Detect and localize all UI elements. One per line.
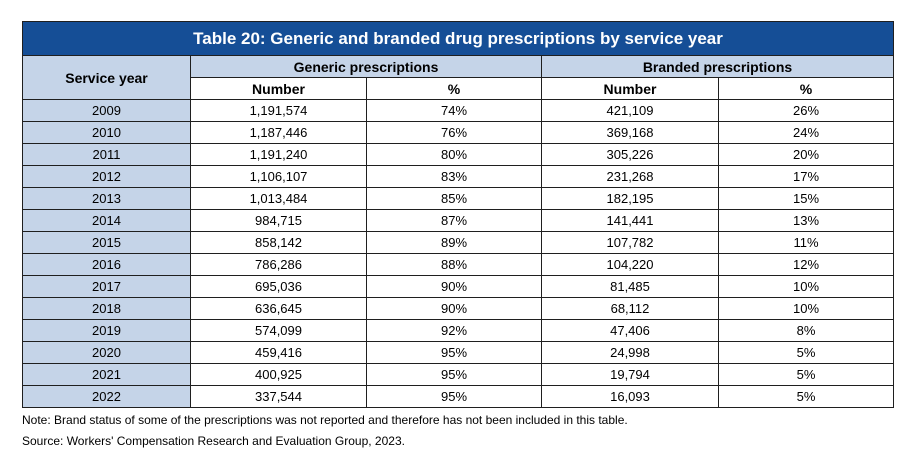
cell-generic-number: 1,191,574	[190, 99, 367, 122]
cell-generic-percent: 92%	[366, 319, 542, 342]
cell-service-year: 2016	[22, 253, 191, 276]
cell-service-year: 2021	[22, 363, 191, 386]
cell-branded-percent: 5%	[717, 363, 895, 386]
header-generic-number: Number	[190, 77, 367, 100]
cell-generic-number: 574,099	[190, 319, 367, 342]
cell-branded-percent: 15%	[717, 187, 895, 210]
cell-generic-percent: 90%	[366, 297, 542, 320]
table-row: 2020 459,416 95% 24,998 5%	[22, 341, 895, 364]
table-row: 2021 400,925 95% 19,794 5%	[22, 363, 895, 386]
cell-branded-percent: 5%	[717, 341, 895, 364]
cell-generic-percent: 89%	[366, 231, 542, 254]
cell-branded-percent: 26%	[717, 99, 895, 122]
cell-branded-percent: 10%	[717, 275, 895, 298]
cell-service-year: 2012	[22, 165, 191, 188]
cell-generic-percent: 85%	[366, 187, 542, 210]
cell-branded-number: 81,485	[541, 275, 719, 298]
header-generic-percent: %	[366, 77, 542, 100]
cell-generic-percent: 76%	[366, 121, 542, 144]
cell-branded-number: 107,782	[541, 231, 719, 254]
table-row: 2017 695,036 90% 81,485 10%	[22, 275, 895, 298]
table-row: 2010 1,187,446 76% 369,168 24%	[22, 121, 895, 144]
cell-branded-number: 182,195	[541, 187, 719, 210]
cell-branded-number: 19,794	[541, 363, 719, 386]
cell-branded-percent: 24%	[717, 121, 895, 144]
cell-generic-percent: 83%	[366, 165, 542, 188]
cell-generic-number: 1,187,446	[190, 121, 367, 144]
table-row: 2014 984,715 87% 141,441 13%	[22, 209, 895, 232]
cell-branded-percent: 5%	[717, 385, 895, 408]
cell-branded-number: 231,268	[541, 165, 719, 188]
cell-generic-number: 984,715	[190, 209, 367, 232]
cell-service-year: 2015	[22, 231, 191, 254]
cell-branded-number: 141,441	[541, 209, 719, 232]
cell-generic-percent: 74%	[366, 99, 542, 122]
cell-branded-number: 47,406	[541, 319, 719, 342]
cell-generic-percent: 87%	[366, 209, 542, 232]
header-branded-percent: %	[717, 77, 895, 100]
table-source: Source: Workers' Compensation Research a…	[22, 434, 405, 448]
cell-service-year: 2009	[22, 99, 191, 122]
cell-branded-percent: 17%	[717, 165, 895, 188]
cell-generic-number: 1,013,484	[190, 187, 367, 210]
cell-service-year: 2019	[22, 319, 191, 342]
cell-service-year: 2010	[22, 121, 191, 144]
table-note: Note: Brand status of some of the prescr…	[22, 413, 628, 427]
cell-generic-percent: 95%	[366, 363, 542, 386]
cell-generic-percent: 95%	[366, 341, 542, 364]
table-title: Table 20: Generic and branded drug presc…	[21, 21, 895, 56]
cell-branded-percent: 13%	[717, 209, 895, 232]
cell-branded-percent: 8%	[717, 319, 895, 342]
cell-generic-number: 459,416	[190, 341, 367, 364]
cell-branded-number: 421,109	[541, 99, 719, 122]
header-branded: Branded prescriptions	[540, 55, 895, 78]
cell-generic-number: 786,286	[190, 253, 367, 276]
table-row: 2022 337,544 95% 16,093 5%	[22, 385, 895, 408]
header-service-year: Service year	[22, 55, 191, 100]
cell-generic-number: 695,036	[190, 275, 367, 298]
cell-service-year: 2017	[22, 275, 191, 298]
cell-branded-percent: 12%	[717, 253, 895, 276]
cell-branded-number: 104,220	[541, 253, 719, 276]
cell-service-year: 2011	[22, 143, 191, 166]
cell-generic-number: 636,645	[190, 297, 367, 320]
cell-branded-number: 305,226	[541, 143, 719, 166]
cell-branded-number: 24,998	[541, 341, 719, 364]
cell-generic-percent: 80%	[366, 143, 542, 166]
table-row: 2015 858,142 89% 107,782 11%	[22, 231, 895, 254]
cell-branded-number: 369,168	[541, 121, 719, 144]
cell-service-year: 2020	[22, 341, 191, 364]
cell-service-year: 2013	[22, 187, 191, 210]
cell-generic-number: 400,925	[190, 363, 367, 386]
table-row: 2009 1,191,574 74% 421,109 26%	[22, 99, 895, 122]
cell-generic-number: 337,544	[190, 385, 367, 408]
cell-generic-percent: 88%	[366, 253, 542, 276]
cell-service-year: 2014	[22, 209, 191, 232]
cell-branded-number: 68,112	[541, 297, 719, 320]
table-row: 2011 1,191,240 80% 305,226 20%	[22, 143, 895, 166]
cell-branded-percent: 10%	[717, 297, 895, 320]
header-generic: Generic prescriptions	[190, 55, 542, 78]
table-row: 2012 1,106,107 83% 231,268 17%	[22, 165, 895, 188]
cell-generic-number: 1,191,240	[190, 143, 367, 166]
cell-generic-number: 858,142	[190, 231, 367, 254]
cell-generic-percent: 95%	[366, 385, 542, 408]
cell-service-year: 2022	[22, 385, 191, 408]
table-row: 2013 1,013,484 85% 182,195 15%	[22, 187, 895, 210]
table-row: 2019 574,099 92% 47,406 8%	[22, 319, 895, 342]
cell-generic-number: 1,106,107	[190, 165, 367, 188]
cell-branded-percent: 20%	[717, 143, 895, 166]
cell-branded-number: 16,093	[541, 385, 719, 408]
prescriptions-table: Table 20: Generic and branded drug presc…	[21, 21, 895, 408]
cell-service-year: 2018	[22, 297, 191, 320]
table-row: 2016 786,286 88% 104,220 12%	[22, 253, 895, 276]
table-row: 2018 636,645 90% 68,112 10%	[22, 297, 895, 320]
cell-generic-percent: 90%	[366, 275, 542, 298]
table-container: Table 20: Generic and branded drug presc…	[21, 21, 895, 452]
header-branded-number: Number	[541, 77, 719, 100]
cell-branded-percent: 11%	[717, 231, 895, 254]
